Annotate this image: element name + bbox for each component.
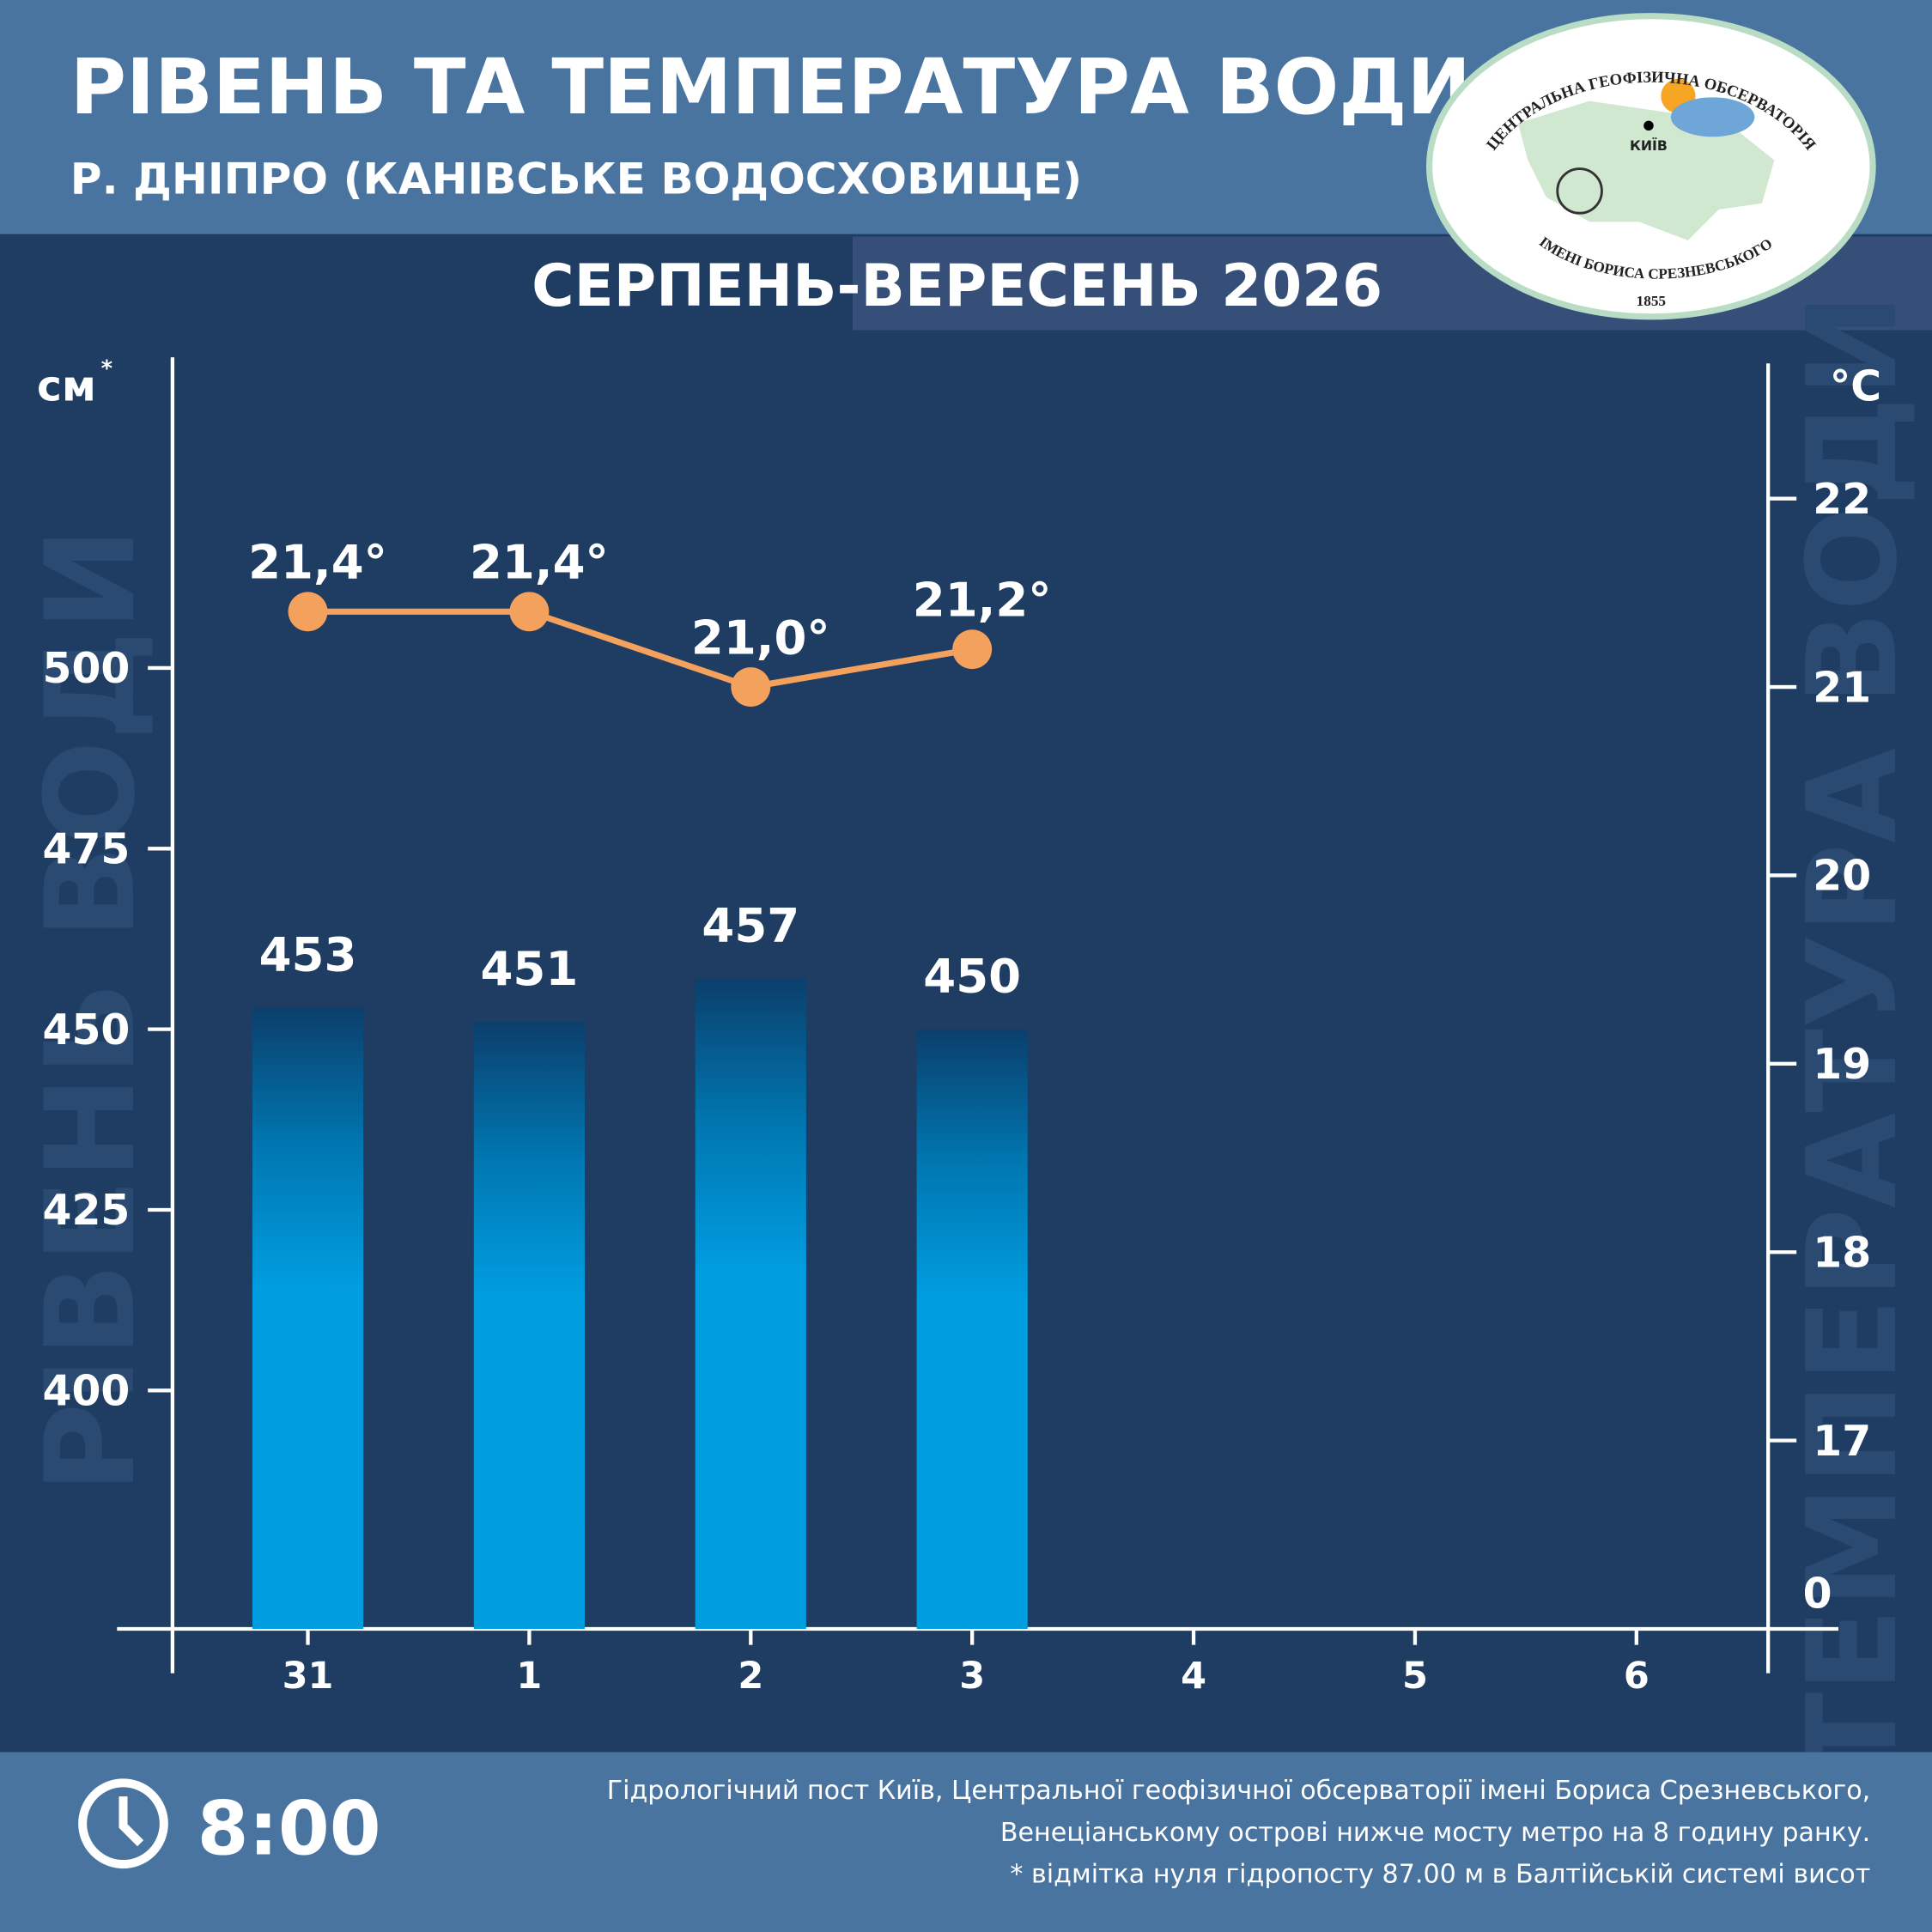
bar	[473, 1022, 585, 1630]
x-tick-label: 5	[1402, 1655, 1428, 1698]
temperature-label: 21,4°	[248, 535, 387, 590]
y-tick-label: 475	[43, 825, 131, 874]
temperature-point	[952, 629, 993, 670]
x-tick-label: 6	[1624, 1655, 1649, 1698]
logo-dot	[1643, 120, 1654, 131]
y-tick-label: 450	[43, 1005, 131, 1054]
period: СЕРПЕНЬ-ВЕРЕСЕНЬ 2026	[532, 252, 1382, 319]
bar-value-label: 457	[702, 898, 799, 953]
x-tick-label: 2	[738, 1655, 763, 1698]
bar	[252, 1007, 364, 1630]
y-unit-note: *	[101, 356, 113, 382]
footer	[0, 1752, 1932, 1932]
logo: ЦЕНТРАЛЬНА ГЕОФІЗИЧНА ОБСЕРВАТОРІЯ КИЇВ …	[1425, 13, 1876, 320]
y2-tick-label: 18	[1813, 1228, 1871, 1277]
clock-face	[78, 1778, 168, 1869]
logo-dish	[1556, 167, 1603, 215]
y-title: РІВЕНЬ ВОДИ	[19, 527, 162, 1493]
bar-value-label: 453	[259, 927, 357, 981]
footnote-line: Венеціанському острові нижче мосту метро…	[1000, 1818, 1870, 1848]
bar-value-label: 450	[923, 949, 1021, 1004]
temperature-point	[288, 592, 328, 632]
logo-year: 1855	[1637, 293, 1666, 309]
temperature-label: 21,4°	[470, 535, 609, 590]
temperature-point	[509, 592, 550, 632]
y2-unit: °С	[1830, 361, 1881, 410]
logo-city: КИЇВ	[1630, 137, 1668, 154]
y2-tick-label: 17	[1813, 1417, 1871, 1466]
y2-origin-label: 0	[1803, 1570, 1832, 1619]
y-unit: см	[37, 361, 96, 410]
temperature-label: 21,2°	[913, 572, 1052, 627]
y-tick-label: 425	[43, 1186, 131, 1235]
bar-value-label: 451	[481, 941, 579, 996]
time: 8:00	[197, 1787, 381, 1873]
x-tick-label: 3	[959, 1655, 985, 1698]
y2-tick-label: 20	[1813, 852, 1871, 901]
clock-hands	[118, 1796, 144, 1847]
clock	[78, 1778, 168, 1869]
subtitle: Р. ДНІПРО (КАНІВСЬКЕ ВОДОСХОВИЩЕ)	[70, 153, 1082, 204]
logo-cloud	[1670, 97, 1755, 137]
footnote-line: Гідрологічний пост Київ, Центральної гео…	[607, 1776, 1871, 1806]
temperature-line	[307, 608, 973, 690]
y2-title: ТЕМПЕРАТУРА ВОДИ	[1781, 294, 1924, 1777]
x-tick-label: 4	[1181, 1655, 1206, 1698]
x-tick-label: 1	[516, 1655, 542, 1698]
chart-title: РІВЕНЬ ТА ТЕМПЕРАТУРА ВОДИ	[70, 42, 1471, 131]
temperature-label: 21,0°	[691, 610, 830, 665]
y2-tick-label: 19	[1813, 1040, 1871, 1089]
y2-tick-label: 21	[1813, 663, 1871, 712]
y-tick-label: 500	[43, 644, 131, 693]
bar	[916, 1029, 1028, 1630]
bar	[695, 978, 806, 1630]
temperature-point	[731, 667, 771, 708]
footnote: Гідрологічний пост Київ, Центральної гео…	[607, 1776, 1871, 1890]
footnote-line: * відмітка нуля гідропосту 87.00 м в Бал…	[1010, 1860, 1870, 1890]
x-tick-label: 31	[283, 1655, 334, 1698]
y-tick-label: 400	[43, 1367, 131, 1416]
y2-tick-label: 22	[1813, 475, 1871, 524]
